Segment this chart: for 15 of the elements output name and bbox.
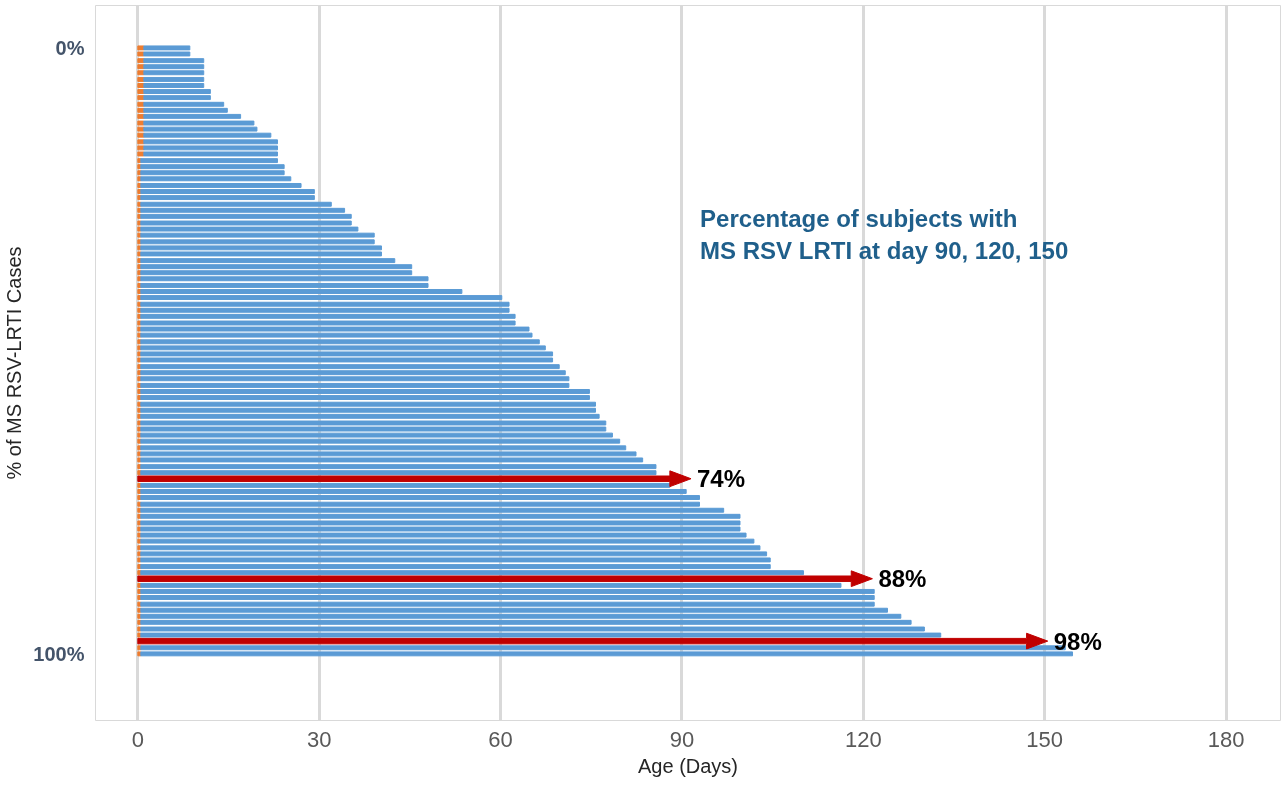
x-tick-label: 0 — [131, 726, 144, 752]
y-tick-label: 0% — [55, 36, 85, 59]
x-tick-label: 30 — [306, 726, 332, 752]
x-axis-title: Age (Days) — [637, 754, 739, 777]
annotation: 98% — [1053, 627, 1102, 655]
y-tick-label: 100% — [33, 642, 85, 665]
x-tick-label: 120 — [844, 726, 882, 752]
x-tick-label: 150 — [1026, 726, 1064, 752]
annotation: 88% — [878, 565, 927, 593]
annotation: 74% — [697, 465, 746, 493]
y-axis-title: % of MS RSV-LRTI Cases — [3, 246, 26, 480]
x-tick-label: 90 — [669, 726, 695, 752]
x-tick-label: 60 — [488, 726, 513, 752]
x-tick-label: 180 — [1207, 726, 1245, 752]
annotation: Percentage of subjects with MS RSV LRTI at day 90, 120, 150 — [700, 204, 1069, 265]
